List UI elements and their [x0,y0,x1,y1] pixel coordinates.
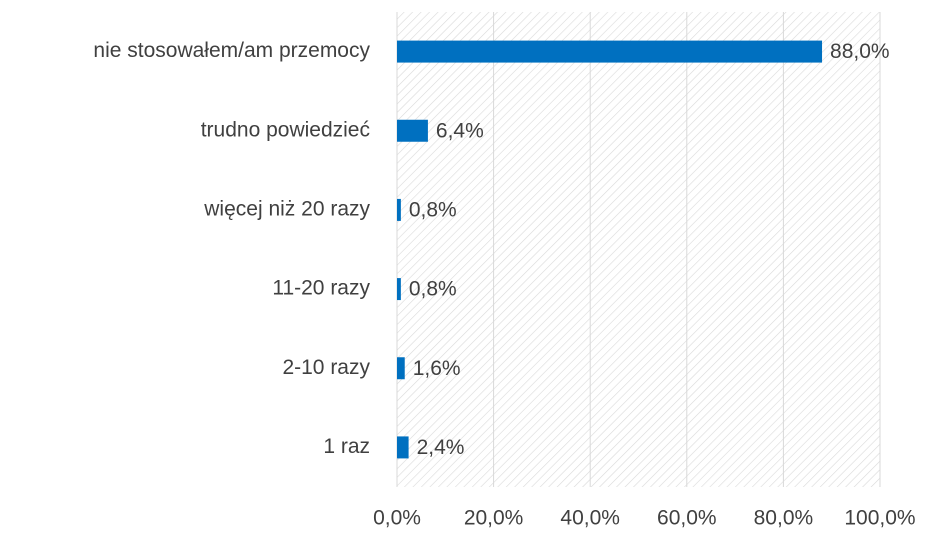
bar [397,198,401,221]
bar [397,119,428,142]
bar [397,436,409,459]
y-tick-label: 1 raz [323,435,370,458]
bar [397,278,401,301]
bar [397,357,405,380]
x-tick-label: 80,0% [754,507,814,530]
data-label: 1,6% [413,357,461,380]
y-tick-label: nie stosowałem/am przemocy [93,39,370,62]
x-tick-label: 20,0% [464,507,524,530]
x-tick-label: 60,0% [657,507,717,530]
y-tick-label: 11-20 razy [272,277,370,300]
bar [397,40,823,63]
x-tick-label: 0,0% [373,507,421,530]
data-label: 0,8% [409,198,457,221]
x-tick-label: 40,0% [560,507,620,530]
x-tick-label: 100,0% [844,507,915,530]
y-tick-label: więcej niż 20 razy [203,197,370,220]
data-label: 2,4% [417,436,465,459]
plot-background [397,12,880,487]
data-label: 0,8% [409,278,457,301]
y-tick-label: trudno powiedzieć [201,118,370,141]
y-tick-label: 2-10 razy [282,356,370,379]
data-label: 88,0% [830,40,890,63]
data-label: 6,4% [436,119,484,142]
